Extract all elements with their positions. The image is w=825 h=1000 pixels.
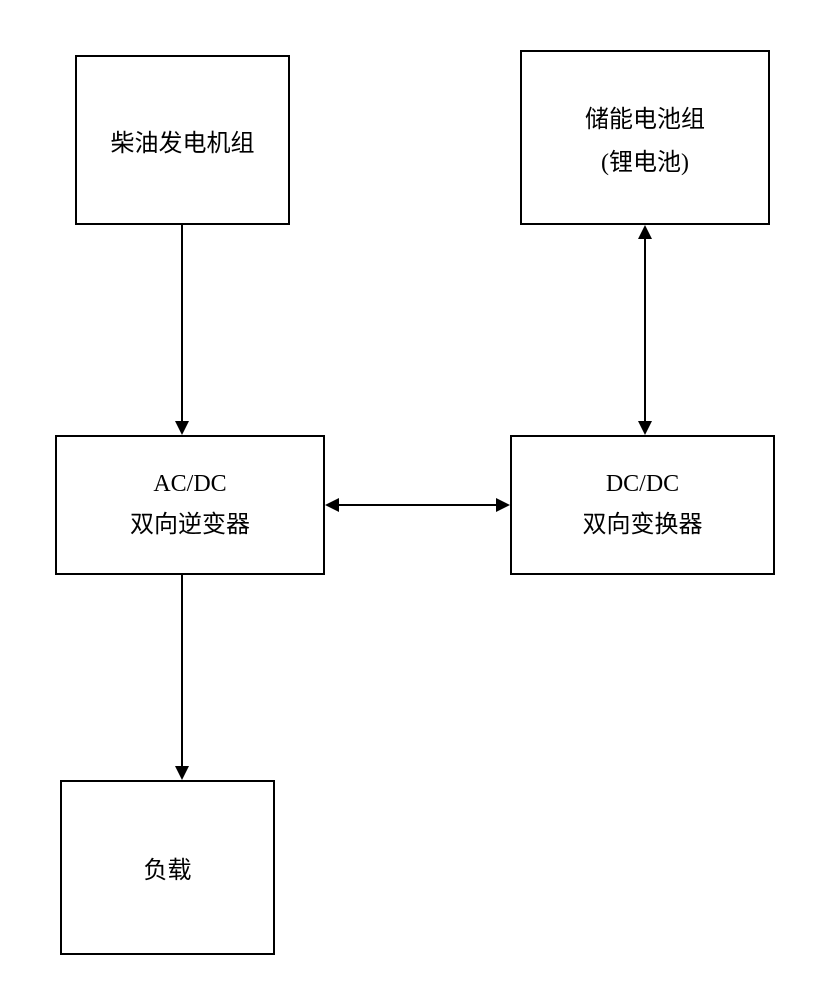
node-battery-label-1: 储能电池组: [585, 99, 705, 134]
node-dcdc: DC/DC 双向变换器: [510, 435, 775, 575]
edge-acdc-dcdc: [339, 504, 496, 506]
node-acdc-label-2: 双向逆变器: [130, 504, 250, 539]
edge-diesel-acdc: [181, 225, 183, 421]
node-diesel-label: 柴油发电机组: [111, 123, 255, 158]
arrowhead-acdc-dcdc-left: [325, 498, 339, 512]
edge-battery-dcdc: [644, 239, 646, 421]
node-load-label: 负载: [144, 850, 192, 885]
arrowhead-acdc-dcdc-right: [496, 498, 510, 512]
node-dcdc-label-1: DC/DC: [606, 471, 679, 498]
node-battery: 储能电池组 (锂电池): [520, 50, 770, 225]
node-acdc-label-1: AC/DC: [153, 471, 226, 498]
arrowhead-battery-dcdc-down: [638, 421, 652, 435]
node-dcdc-label-2: 双向变换器: [583, 504, 703, 539]
arrowhead-battery-dcdc-up: [638, 225, 652, 239]
node-acdc: AC/DC 双向逆变器: [55, 435, 325, 575]
node-diesel: 柴油发电机组: [75, 55, 290, 225]
edge-acdc-load: [181, 575, 183, 766]
node-battery-label-2: (锂电池): [601, 142, 689, 177]
node-load: 负载: [60, 780, 275, 955]
arrowhead-diesel-acdc: [175, 421, 189, 435]
arrowhead-acdc-load: [175, 766, 189, 780]
